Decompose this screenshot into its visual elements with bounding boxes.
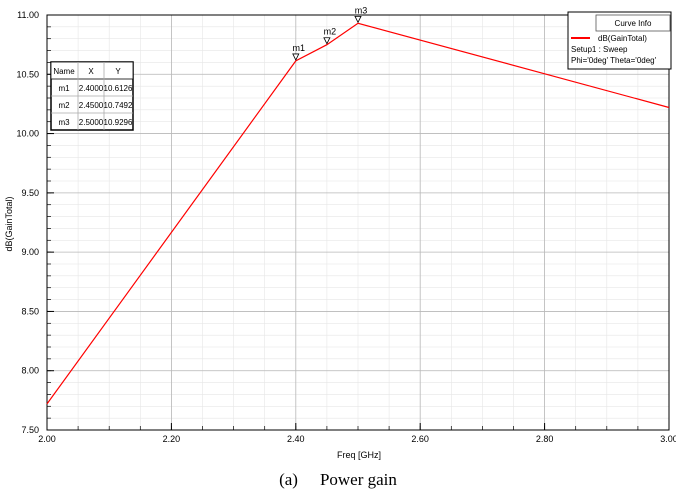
table-cell: 10.6126: [104, 84, 133, 93]
x-tick-label: 2.40: [287, 434, 305, 444]
marker-triangle: [292, 53, 300, 61]
table-cell: 10.7492: [104, 101, 133, 110]
y-tick-label: 9.50: [21, 188, 39, 198]
tick-labels: 2.00 2.20 2.40 2.60 2.80 3.00 7.50 8.00 8.50 9.00…: [16, 10, 676, 444]
y-tick-label: 10.50: [16, 69, 39, 79]
figure-caption: (a) Power gain: [0, 470, 676, 490]
y-tick-label: 7.50: [21, 425, 39, 435]
markers-layer: m1 m2 m3: [292, 5, 368, 61]
y-tick-label: 11.00: [17, 10, 39, 20]
y-tick-label: 9.00: [21, 247, 39, 257]
legend-setup: Setup1 : Sweep: [571, 45, 628, 54]
y-tick-label: 8.00: [21, 366, 39, 376]
y-tick-label: 10.00: [16, 129, 39, 139]
marker-label: m2: [324, 27, 337, 37]
legend-trace-name: dB(GainTotal): [598, 34, 647, 43]
table-cell: 2.5000: [79, 118, 104, 127]
caption-tag: (a): [279, 470, 298, 489]
marker-triangle: [354, 15, 362, 24]
y-axis-label: dB(GainTotal): [4, 196, 14, 251]
marker-table-header-bg: [50, 61, 134, 80]
table-cell: 2.4000: [79, 84, 104, 93]
legend-title-box: [595, 14, 671, 32]
table-cell: 10.9296: [104, 118, 133, 127]
table-cell: m2: [58, 101, 70, 110]
marker-table: Name X Y m1 2.4000 10.6126 m2 2.4500 10.…: [50, 61, 134, 131]
x-tick-label: 2.00: [38, 434, 56, 444]
x-tick-label: 3.00: [660, 434, 676, 444]
legend-params: Phi='0deg' Theta='0deg': [571, 56, 657, 65]
table-header-name: Name: [53, 67, 75, 76]
table-header-y: Y: [115, 67, 121, 76]
series-line-gaintotal: [46, 22, 670, 405]
table-cell: m1: [58, 84, 70, 93]
table-cell: 2.4500: [79, 101, 104, 110]
y-tick-label: 8.50: [21, 306, 39, 316]
x-tick-label: 2.60: [411, 434, 429, 444]
curve-info-legend: Curve Info dB(GainTotal) Setup1 : Sweep …: [567, 11, 672, 70]
table-cell: m3: [58, 118, 70, 127]
legend-title: Curve Info: [615, 19, 652, 28]
x-tick-label: 2.80: [536, 434, 554, 444]
marker-triangle: [323, 37, 331, 45]
caption-text: Power gain: [319, 470, 397, 489]
grid-lines: [46, 14, 670, 431]
table-header-x: X: [88, 67, 94, 76]
x-axis-label: Freq [GHz]: [337, 450, 381, 460]
marker-label: m1: [293, 43, 306, 53]
marker-label: m3: [355, 5, 368, 15]
gain-chart: 2.00 2.20 2.40 2.60 2.80 3.00 7.50 8.00 8.50 9.00…: [4, 5, 676, 460]
x-tick-label: 2.20: [163, 434, 181, 444]
series-layer: [46, 22, 670, 405]
plot-area-frame: [46, 14, 670, 431]
